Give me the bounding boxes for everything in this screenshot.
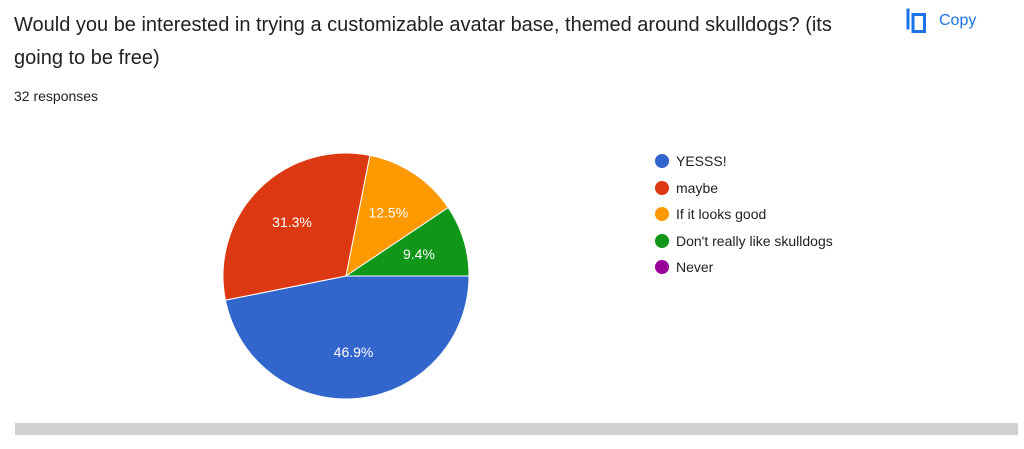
question-title: Would you be interested in trying a cust… — [14, 14, 832, 69]
pie-labels: 46.9% 31.3% 12.5% 9.4% — [272, 205, 435, 360]
pie-data-label: 12.5% — [368, 205, 408, 221]
legend-label: If it looks good — [676, 206, 767, 223]
pie-slice[interactable] — [224, 275, 470, 400]
legend-swatch — [655, 207, 669, 222]
pie-slice[interactable] — [344, 206, 470, 277]
legend-item[interactable]: maybe — [655, 175, 833, 202]
legend-label: YESSS! — [676, 153, 727, 170]
legend-item[interactable]: Never — [655, 254, 833, 281]
response-count: 32 responses — [14, 88, 99, 104]
copy-button[interactable]: Copy — [905, 6, 976, 36]
pie-slice[interactable] — [345, 154, 449, 278]
legend-label: Never — [676, 259, 714, 276]
pie-slices — [222, 152, 470, 400]
legend-label: Don't really like skulldogs — [676, 232, 833, 249]
pie-slice[interactable] — [222, 152, 371, 301]
legend-item[interactable]: YESSS! — [655, 148, 833, 175]
horizontal-scrollbar[interactable] — [15, 423, 1018, 435]
chart-legend: YESSS! maybe If it looks good Don't really … — [655, 148, 833, 281]
copy-icon — [905, 8, 927, 34]
pie-chart: 46.9% 31.3% 12.5% 9.4% — [222, 152, 470, 400]
legend-swatch — [655, 233, 669, 248]
copy-button-label: Copy — [939, 12, 977, 29]
legend-swatch — [655, 180, 669, 195]
legend-item[interactable]: Don't really like skulldogs — [655, 228, 833, 255]
legend-item[interactable]: If it looks good — [655, 201, 833, 228]
legend-swatch — [655, 260, 669, 275]
pie-data-label: 46.9% — [334, 344, 374, 360]
legend-label: maybe — [676, 179, 719, 196]
legend-swatch — [655, 154, 669, 169]
pie-data-label: 9.4% — [403, 246, 435, 262]
pie-data-label: 31.3% — [272, 214, 312, 230]
